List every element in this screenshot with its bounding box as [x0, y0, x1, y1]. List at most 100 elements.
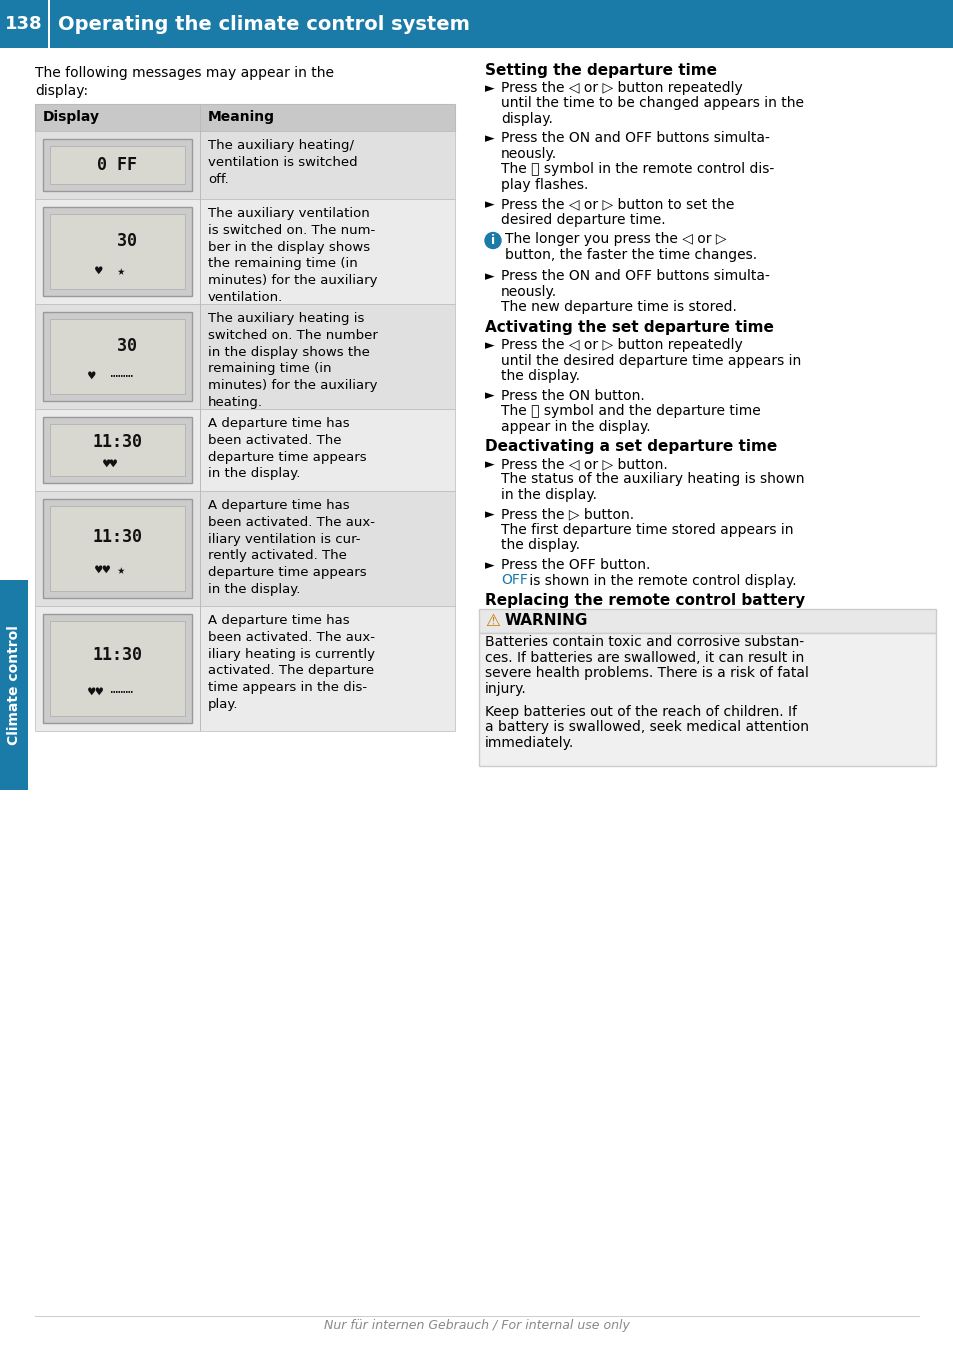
- Bar: [50, 621, 185, 716]
- Text: Batteries contain toxic and corrosive substan-: Batteries contain toxic and corrosive su…: [484, 635, 803, 649]
- Bar: [35, 199, 455, 305]
- Bar: [35, 131, 455, 199]
- Text: neously.: neously.: [500, 148, 557, 161]
- Text: The new departure time is stored.: The new departure time is stored.: [500, 301, 736, 314]
- Bar: [35, 492, 455, 607]
- Text: The ⧖ symbol in the remote control dis-: The ⧖ symbol in the remote control dis-: [500, 162, 774, 176]
- Bar: [50, 320, 185, 394]
- Bar: [50, 506, 185, 590]
- Text: ►: ►: [484, 199, 494, 211]
- Text: in the display.: in the display.: [500, 487, 597, 502]
- Text: Press the ◁ or ▷ button repeatedly: Press the ◁ or ▷ button repeatedly: [500, 338, 742, 352]
- Circle shape: [484, 233, 500, 249]
- Bar: [48, 0, 50, 47]
- Text: The following messages may appear in the
display:: The following messages may appear in the…: [35, 66, 334, 99]
- Bar: [200, 409, 201, 492]
- Bar: [43, 311, 192, 401]
- Bar: [50, 424, 185, 477]
- Bar: [43, 500, 192, 598]
- Text: ♥  ⋯⋯⋯: ♥ ⋯⋯⋯: [88, 370, 132, 383]
- Text: Keep batteries out of the reach of children. If: Keep batteries out of the reach of child…: [484, 705, 796, 719]
- Text: 11:30: 11:30: [92, 646, 142, 665]
- Text: 11:30: 11:30: [92, 433, 142, 451]
- Text: ►: ►: [484, 509, 494, 521]
- Text: appear in the display.: appear in the display.: [500, 420, 650, 433]
- Text: Climate control: Climate control: [7, 626, 21, 745]
- Bar: [50, 214, 185, 288]
- Text: ►: ►: [484, 83, 494, 95]
- Text: ►: ►: [484, 133, 494, 145]
- Text: 11:30: 11:30: [92, 528, 142, 546]
- Text: The auxiliary ventilation
is switched on. The num-
ber in the display shows
the : The auxiliary ventilation is switched on…: [208, 207, 377, 305]
- Text: the display.: the display.: [500, 539, 579, 552]
- Bar: [35, 104, 455, 131]
- Text: Press the ON button.: Press the ON button.: [500, 389, 644, 402]
- Bar: [200, 104, 201, 131]
- Text: severe health problems. There is a risk of fatal: severe health problems. There is a risk …: [484, 666, 808, 680]
- Text: play flashes.: play flashes.: [500, 177, 588, 192]
- Text: Nur für internen Gebrauch / For internal use only: Nur für internen Gebrauch / For internal…: [324, 1320, 629, 1332]
- Text: ►: ►: [484, 559, 494, 571]
- Text: until the desired departure time appears in: until the desired departure time appears…: [500, 353, 801, 367]
- Text: neously.: neously.: [500, 284, 557, 299]
- Text: display.: display.: [500, 112, 553, 126]
- Text: a battery is swallowed, seek medical attention: a battery is swallowed, seek medical att…: [484, 720, 808, 734]
- Bar: [478, 609, 935, 634]
- Text: 30: 30: [97, 337, 137, 355]
- Bar: [43, 417, 192, 483]
- Text: A departure time has
been activated. The aux-
iliary ventilation is cur-
rently : A departure time has been activated. The…: [208, 500, 375, 596]
- Bar: [43, 613, 192, 723]
- Text: The status of the auxiliary heating is shown: The status of the auxiliary heating is s…: [500, 473, 803, 486]
- Text: 0 FF: 0 FF: [97, 156, 137, 175]
- Text: ⚠: ⚠: [484, 612, 499, 630]
- Bar: [200, 131, 201, 199]
- Text: Operating the climate control system: Operating the climate control system: [58, 15, 470, 34]
- Text: The auxiliary heating/
ventilation is switched
off.: The auxiliary heating/ ventilation is sw…: [208, 139, 357, 185]
- Text: ►: ►: [484, 458, 494, 471]
- Text: button, the faster the time changes.: button, the faster the time changes.: [504, 248, 757, 263]
- Text: ♥♥: ♥♥: [102, 458, 117, 471]
- Bar: [200, 199, 201, 305]
- Text: 138: 138: [5, 15, 43, 32]
- Text: ces. If batteries are swallowed, it can result in: ces. If batteries are swallowed, it can …: [484, 650, 803, 665]
- Text: ►: ►: [484, 390, 494, 402]
- Text: Press the ◁ or ▷ button to set the: Press the ◁ or ▷ button to set the: [500, 198, 734, 211]
- Bar: [478, 634, 935, 765]
- Text: 30: 30: [97, 232, 137, 250]
- Bar: [50, 146, 185, 184]
- Text: Meaning: Meaning: [208, 111, 274, 125]
- Text: i: i: [491, 234, 495, 246]
- Text: WARNING: WARNING: [504, 613, 588, 628]
- Text: until the time to be changed appears in the: until the time to be changed appears in …: [500, 96, 803, 111]
- Text: injury.: injury.: [484, 681, 526, 696]
- Text: ►: ►: [484, 338, 494, 352]
- Text: Setting the departure time: Setting the departure time: [484, 64, 717, 79]
- Bar: [43, 139, 192, 191]
- Bar: [35, 607, 455, 731]
- Text: A departure time has
been activated. The
departure time appears
in the display.: A departure time has been activated. The…: [208, 417, 366, 481]
- Text: The longer you press the ◁ or ▷: The longer you press the ◁ or ▷: [504, 233, 726, 246]
- Bar: [200, 607, 201, 731]
- Text: Replacing the remote control battery: Replacing the remote control battery: [484, 593, 804, 608]
- Bar: [0, 0, 953, 47]
- Text: ►: ►: [484, 271, 494, 283]
- Text: is shown in the remote control display.: is shown in the remote control display.: [524, 574, 796, 588]
- Text: Press the ON and OFF buttons simulta-: Press the ON and OFF buttons simulta-: [500, 269, 769, 283]
- Text: Press the OFF button.: Press the OFF button.: [500, 558, 650, 571]
- Bar: [0, 580, 28, 789]
- Bar: [43, 207, 192, 297]
- Text: Press the ON and OFF buttons simulta-: Press the ON and OFF buttons simulta-: [500, 131, 769, 145]
- Bar: [35, 305, 455, 409]
- Text: immediately.: immediately.: [484, 737, 574, 750]
- Text: The first departure time stored appears in: The first departure time stored appears …: [500, 523, 793, 538]
- Text: desired departure time.: desired departure time.: [500, 213, 665, 227]
- Text: The ⧖ symbol and the departure time: The ⧖ symbol and the departure time: [500, 403, 760, 418]
- Text: ♥♥ ★: ♥♥ ★: [95, 563, 125, 577]
- Text: The auxiliary heating is
switched on. The number
in the display shows the
remain: The auxiliary heating is switched on. Th…: [208, 311, 377, 409]
- Text: the display.: the display.: [500, 370, 579, 383]
- Text: Press the ▷ button.: Press the ▷ button.: [500, 508, 634, 521]
- Text: ♥  ★: ♥ ★: [95, 264, 125, 278]
- Text: ♥♥ ⋯⋯⋯: ♥♥ ⋯⋯⋯: [88, 686, 132, 699]
- Text: Deactivating a set departure time: Deactivating a set departure time: [484, 439, 777, 454]
- Bar: [35, 409, 455, 492]
